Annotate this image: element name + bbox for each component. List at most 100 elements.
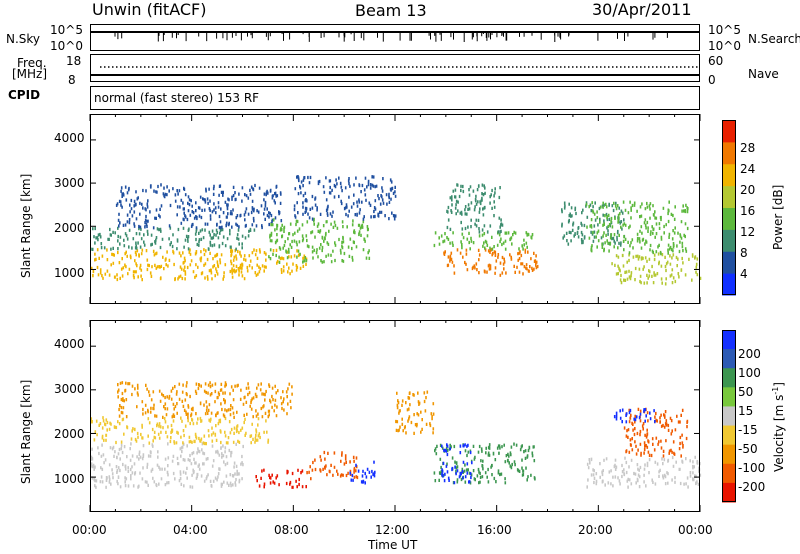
velocity-region-10 (623, 407, 689, 458)
nsky-tick-top: 10^5 (50, 23, 83, 37)
velocity-ytick-3000: 3000 (54, 382, 85, 396)
power-region-11 (585, 200, 689, 256)
xtick-0000-end: 00:00 (678, 523, 713, 537)
velocity-ytick-4000: 4000 (54, 337, 85, 351)
nsky-spikes (114, 32, 668, 42)
velocity-cbar-label-main: Velocity [m s (772, 394, 786, 472)
velocity-cbar-tick-100: 100 (738, 366, 761, 380)
power-cbar-swatch-7 (722, 120, 736, 143)
velocity-cbar-swatch-7 (722, 463, 736, 484)
power-region-3 (230, 248, 308, 277)
velocity-cbar-tick-neg15: -15 (738, 423, 758, 437)
velocity-ytick-2000: 2000 (54, 427, 85, 441)
cpid-panel (90, 86, 700, 110)
power-region-4 (268, 217, 371, 264)
velocity-cbar-tick-neg200: -200 (738, 480, 766, 494)
velocity-region-7 (433, 442, 536, 485)
velocity-cbar-tick-50: 50 (738, 385, 754, 399)
nsearch-label: N.Search (748, 32, 800, 46)
power-cbar-swatch-3 (722, 207, 736, 230)
freq-unit: [MHz] (12, 67, 48, 81)
power-region-7 (433, 230, 534, 251)
power-cbar-label: Power [dB] (771, 184, 785, 250)
power-region-10 (611, 252, 702, 286)
power-cbar-swatch-5 (722, 163, 736, 187)
power-cbar-swatch-2 (722, 229, 736, 252)
power-cbar-swatch-6 (722, 141, 736, 165)
velocity-cbar-frame (722, 330, 736, 502)
velocity-cbar-tick-neg50: -50 (738, 442, 758, 456)
xtick-2000: 20:00 (578, 523, 613, 537)
nsearch-tick-top: 10^5 (708, 23, 741, 37)
power-cbar-tick-24: 24 (740, 162, 756, 176)
power-region-9 (561, 201, 626, 247)
xtick-0800: 08:00 (274, 523, 309, 537)
freq-tick-top: 18 (66, 54, 82, 68)
velocity-region-5 (349, 460, 376, 485)
velocity-region-0 (90, 442, 244, 489)
freq-label: Freq. (17, 56, 47, 70)
velocity-cbar-swatch-4 (722, 406, 736, 427)
freq-tick-bottom: 8 (68, 73, 76, 87)
power-region-5 (293, 175, 397, 221)
velocity-cbar-tick-neg100: -100 (738, 461, 766, 475)
power-cbar-tick-20: 20 (740, 183, 756, 197)
velocity-cbar-swatch-8 (722, 482, 736, 503)
velocity-cbar-swatch-0 (722, 330, 736, 350)
nave-tick-top: 60 (708, 54, 724, 68)
freq-panel (90, 54, 700, 82)
power-cbar-tick-16: 16 (740, 204, 756, 218)
xtick-0000: 00:00 (72, 523, 107, 537)
power-cbar-swatch-0 (722, 273, 736, 296)
velocity-region-1 (90, 416, 270, 446)
power-region-1 (90, 226, 256, 251)
power-cbar-tick-4: 4 (740, 267, 748, 281)
nsearch-tick-bottom: 10^0 (708, 39, 741, 53)
xtick-0400: 04:00 (173, 523, 208, 537)
power-cbar-frame (722, 120, 736, 295)
nave-label: Nave (748, 67, 779, 81)
velocity-cbar-label: Velocity [m s-1] (771, 382, 786, 472)
power-ylabel: Slant Range [km] (19, 173, 33, 278)
velocity-region-3 (255, 468, 307, 489)
velocity-cbar-label-end: ] (772, 382, 786, 387)
nave-tick-bottom: 0 (708, 73, 716, 87)
power-cbar-tick-12: 12 (740, 225, 756, 239)
velocity-cbar-tick-15: 15 (738, 404, 754, 418)
power-cbar-tick-8: 8 (740, 246, 748, 260)
velocity-ytick-1000: 1000 (54, 472, 85, 486)
xtick-1200: 12:00 (375, 523, 410, 537)
velocity-cbar-swatch-3 (722, 387, 736, 407)
xlabel: Time UT (368, 538, 418, 552)
velocity-cbar-label-sup: -1 (771, 386, 780, 395)
velocity-cbar-swatch-6 (722, 444, 736, 465)
velocity-ylabel: Slant Range [km] (19, 379, 33, 484)
power-ytick-1000: 1000 (54, 266, 85, 280)
cpid-text: normal (fast stereo) 153 RF (94, 91, 260, 105)
velocity-region-9 (586, 455, 702, 489)
cpid-label: CPID (8, 88, 41, 102)
power-region-0 (90, 247, 249, 282)
power-cbar-swatch-4 (722, 185, 736, 208)
station-title: Unwin (fitACF) (92, 0, 207, 19)
date-title: 30/Apr/2011 (592, 0, 692, 19)
power-ytick-3000: 3000 (54, 176, 85, 190)
velocity-cbar-swatch-5 (722, 425, 736, 446)
power-cbar-swatch-1 (722, 251, 736, 274)
xtick-1600: 16:00 (477, 523, 512, 537)
power-ytick-2000: 2000 (54, 221, 85, 235)
velocity-cbar-swatch-2 (722, 368, 736, 388)
beam-title: Beam 13 (355, 1, 427, 20)
power-region-2 (115, 183, 283, 230)
nsky-label: N.Sky (6, 32, 41, 46)
power-region-6 (443, 248, 539, 277)
velocity-region-6 (395, 390, 435, 435)
velocity-region-2 (117, 381, 293, 420)
velocity-cbar-tick-200: 200 (738, 347, 761, 361)
power-ytick-4000: 4000 (54, 131, 85, 145)
power-cbar-tick-28: 28 (740, 141, 756, 155)
velocity-region-8 (441, 443, 473, 485)
nsky-tick-bottom: 10^0 (50, 39, 83, 53)
velocity-region-11 (613, 408, 656, 424)
